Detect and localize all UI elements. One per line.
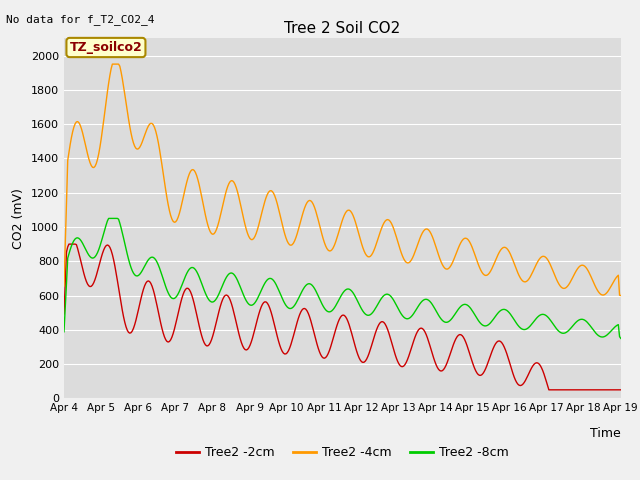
Legend: Tree2 -2cm, Tree2 -4cm, Tree2 -8cm: Tree2 -2cm, Tree2 -4cm, Tree2 -8cm xyxy=(171,441,514,464)
Y-axis label: CO2 (mV): CO2 (mV) xyxy=(12,188,26,249)
Text: TZ_soilco2: TZ_soilco2 xyxy=(70,41,142,54)
Text: No data for f_T2_CO2_4: No data for f_T2_CO2_4 xyxy=(6,14,155,25)
X-axis label: Time: Time xyxy=(590,427,621,440)
Title: Tree 2 Soil CO2: Tree 2 Soil CO2 xyxy=(284,21,401,36)
